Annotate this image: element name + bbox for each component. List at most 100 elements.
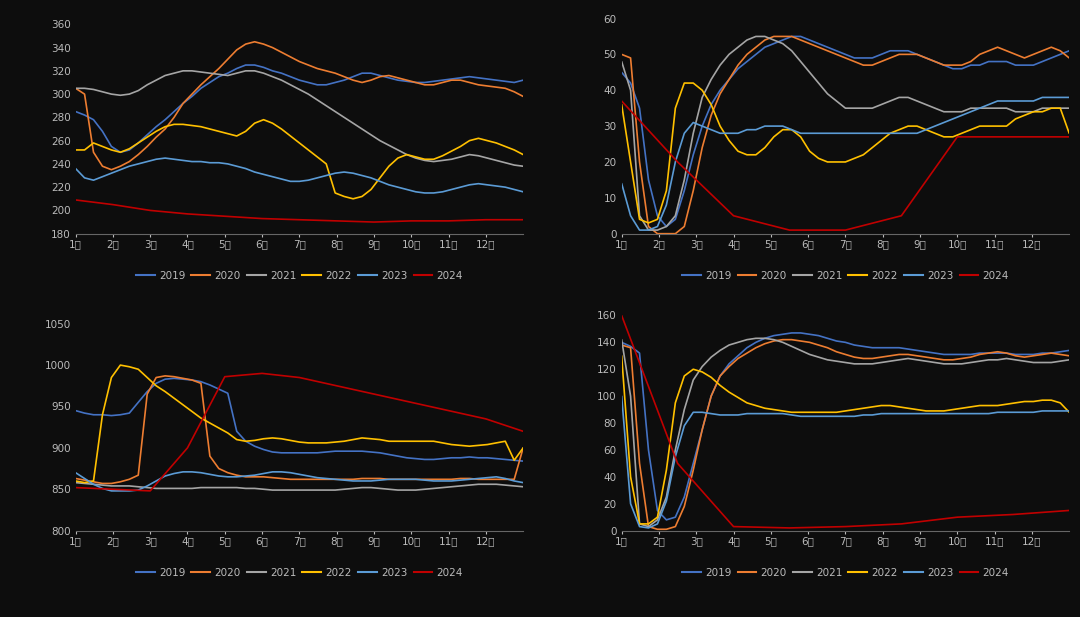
2019 — [69, 108, 82, 115]
Line: 2021: 2021 — [622, 338, 1069, 526]
2020 — [956, 355, 969, 362]
2019 — [508, 79, 521, 86]
2019 — [374, 449, 387, 457]
2022 — [221, 429, 234, 437]
2020 — [777, 336, 789, 343]
Line: 2020: 2020 — [76, 42, 523, 170]
2024 — [405, 399, 418, 406]
2022 — [633, 520, 646, 528]
2019 — [758, 334, 771, 342]
2019 — [1054, 348, 1067, 355]
2022 — [956, 130, 969, 137]
2020 — [1063, 352, 1076, 360]
2020 — [956, 62, 969, 69]
2021 — [956, 360, 969, 368]
2019 — [382, 74, 395, 81]
2022 — [409, 153, 422, 160]
2022 — [69, 478, 82, 485]
2021 — [203, 484, 216, 491]
2021 — [167, 485, 180, 492]
2021 — [508, 162, 521, 169]
2024 — [330, 217, 343, 225]
2024 — [1007, 511, 1020, 518]
2021 — [777, 339, 789, 346]
2023 — [159, 154, 172, 162]
2019 — [409, 79, 422, 86]
Line: 2024: 2024 — [622, 101, 1069, 230]
2020 — [69, 85, 82, 92]
2022 — [767, 133, 780, 141]
2019 — [239, 61, 252, 68]
2020 — [651, 526, 664, 533]
2024 — [144, 207, 157, 214]
Line: 2020: 2020 — [622, 339, 1069, 529]
2024 — [1063, 133, 1076, 141]
Line: 2023: 2023 — [622, 396, 1069, 528]
2022 — [777, 126, 789, 133]
2024 — [367, 218, 380, 226]
2022 — [347, 195, 360, 202]
2022 — [69, 146, 82, 154]
2020 — [409, 79, 422, 86]
2023 — [1036, 94, 1049, 101]
2021 — [956, 108, 969, 115]
2019 — [929, 58, 942, 65]
2023 — [633, 226, 646, 234]
2021 — [1054, 357, 1067, 365]
2022 — [78, 479, 91, 486]
2022 — [616, 352, 629, 360]
2019 — [785, 329, 798, 337]
2021 — [401, 151, 414, 159]
2024 — [516, 428, 529, 435]
2024 — [144, 487, 157, 495]
2023 — [516, 188, 529, 196]
2019 — [767, 40, 780, 48]
Line: 2019: 2019 — [622, 36, 1069, 226]
2022 — [167, 121, 180, 128]
2021 — [213, 70, 226, 78]
2024 — [107, 201, 120, 209]
Line: 2019: 2019 — [76, 378, 523, 461]
2019 — [113, 149, 126, 156]
2023 — [919, 126, 932, 133]
2023 — [69, 165, 82, 172]
Line: 2024: 2024 — [76, 200, 523, 222]
Line: 2023: 2023 — [622, 97, 1069, 230]
2024 — [69, 196, 82, 204]
2023 — [213, 159, 226, 167]
2023 — [767, 410, 780, 417]
2019 — [221, 70, 234, 77]
2020 — [777, 33, 789, 40]
2019 — [69, 407, 82, 415]
2023 — [374, 178, 387, 185]
2022 — [203, 125, 216, 133]
2024 — [516, 216, 529, 223]
2019 — [616, 68, 629, 76]
2021 — [167, 70, 180, 77]
2020 — [221, 56, 234, 63]
2021 — [723, 341, 735, 349]
Line: 2023: 2023 — [76, 472, 523, 491]
2023 — [230, 473, 243, 481]
2024 — [256, 215, 269, 222]
2022 — [767, 406, 780, 413]
2023 — [221, 473, 234, 481]
2021 — [1063, 356, 1076, 363]
2022 — [382, 437, 395, 445]
2023 — [616, 392, 629, 400]
Line: 2020: 2020 — [76, 376, 523, 484]
2024 — [181, 444, 194, 452]
2019 — [956, 350, 969, 358]
2023 — [186, 468, 199, 476]
2020 — [186, 376, 199, 384]
2020 — [1054, 47, 1067, 54]
2022 — [213, 128, 226, 135]
2023 — [508, 186, 521, 193]
2020 — [508, 476, 521, 483]
2021 — [616, 336, 629, 343]
2021 — [374, 485, 387, 492]
2023 — [758, 410, 771, 417]
2023 — [105, 487, 118, 495]
2022 — [257, 116, 270, 123]
2024 — [181, 210, 194, 218]
